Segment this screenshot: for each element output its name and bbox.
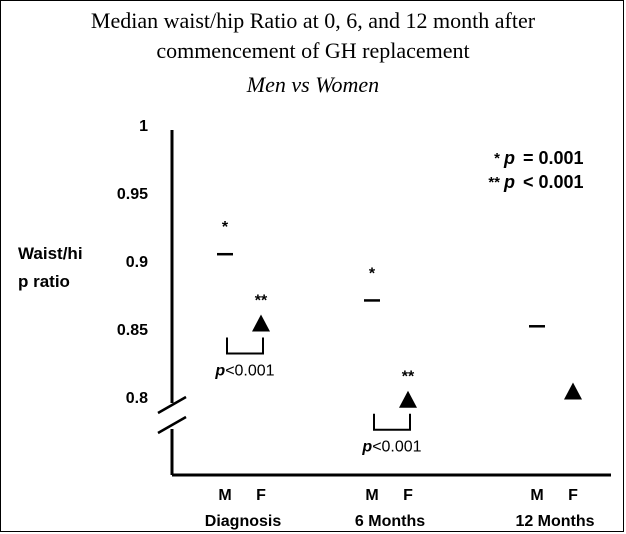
x-sex-label: M: [218, 487, 231, 504]
axis-break-mark-upper: [157, 395, 187, 415]
y-tick-label: 0.85: [117, 322, 148, 339]
x-sex-label: F: [256, 487, 266, 504]
female-median-triangle: [399, 390, 417, 408]
chart-subtitle: Men vs Women: [246, 72, 380, 97]
legend-relation: = 0.001: [523, 148, 584, 168]
y-tick-label: 1: [139, 118, 148, 135]
comparison-p-label: p<0.001: [361, 439, 421, 456]
x-group-label: 12 Months: [515, 513, 594, 530]
significance-asterisk: *: [369, 265, 376, 282]
significance-asterisk: **: [255, 293, 268, 310]
x-sex-label: M: [365, 487, 378, 504]
legend-relation: < 0.001: [523, 172, 584, 192]
female-median-triangle: [564, 382, 582, 400]
y-tick-label: 0.95: [117, 186, 148, 203]
y-tick-label: 0.9: [126, 254, 148, 271]
comparison-bracket: [373, 413, 411, 431]
female-median-triangle: [252, 314, 270, 332]
x-group-label: 6 Months: [355, 513, 425, 530]
legend-p: p: [503, 148, 515, 168]
x-group-label: Diagnosis: [205, 513, 282, 530]
comparison-p-label: p<0.001: [214, 363, 274, 380]
significance-asterisk: *: [222, 219, 229, 236]
legend-p: p: [503, 172, 515, 192]
axis-break-mark-lower: [157, 415, 187, 435]
x-sex-label: F: [403, 487, 413, 504]
x-sex-label: M: [530, 487, 543, 504]
legend-mark: **: [488, 174, 500, 191]
legend-mark: *: [494, 150, 500, 167]
chart-title-line-2: commencement of GH replacement: [156, 38, 470, 63]
x-sex-label: F: [568, 487, 578, 504]
chart-title-line-1: Median waist/hip Ratio at 0, 6, and 12 m…: [90, 8, 536, 33]
y-tick-label: 0.8: [126, 390, 148, 407]
y-axis-label-line-1: Waist/hi: [18, 244, 83, 263]
comparison-bracket: [226, 337, 264, 355]
significance-asterisk: **: [402, 369, 415, 386]
y-axis-label-line-2: p ratio: [18, 272, 70, 291]
